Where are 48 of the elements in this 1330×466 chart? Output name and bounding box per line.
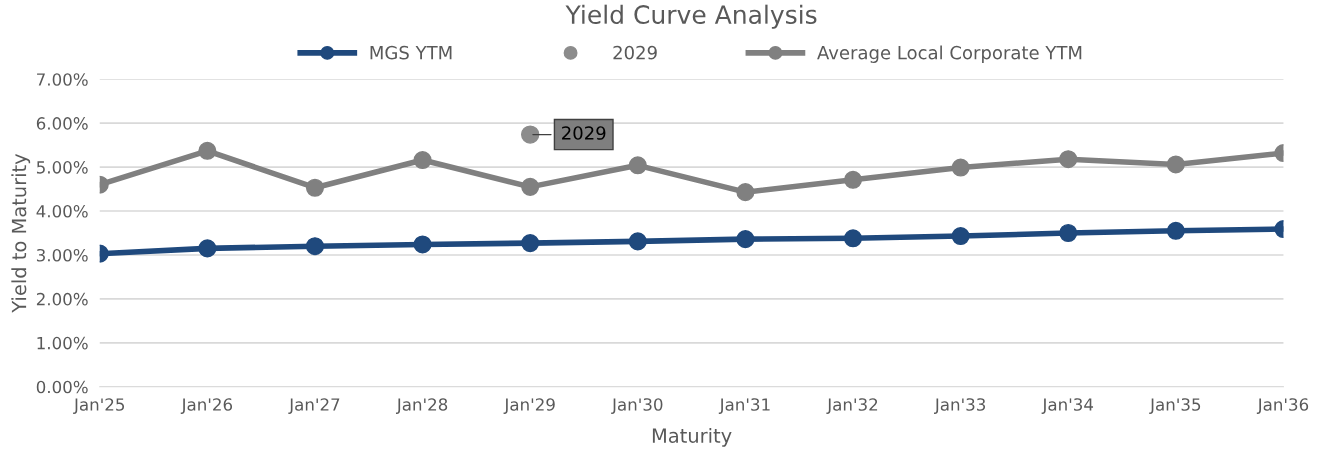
y-tick-label: 0.00% <box>36 380 88 394</box>
point <box>1166 221 1185 240</box>
point <box>198 239 217 258</box>
point <box>951 227 970 246</box>
y-tick-label: 4.00% <box>36 204 88 218</box>
legend-label: 2029 <box>613 45 657 60</box>
y-tick-label: 1.00% <box>37 336 88 350</box>
legend-label: Average Local Corporate YTM <box>817 45 1082 63</box>
point <box>628 156 647 175</box>
annotation: 2029 <box>562 126 606 140</box>
y-tick-label: 3.00% <box>36 248 88 262</box>
point <box>1059 150 1078 169</box>
point <box>521 234 540 253</box>
point <box>843 229 863 248</box>
x-tick-label: Jan'33 <box>934 398 986 414</box>
point <box>1166 155 1185 174</box>
x-tick-label: Jan'32 <box>826 398 878 414</box>
point <box>305 178 324 197</box>
x-tick-label: Jan'34 <box>1041 398 1094 414</box>
point <box>843 170 863 189</box>
chart-title: Yield Curve Analysis <box>565 4 817 29</box>
x-tick-label: Jan'31 <box>718 398 770 414</box>
point <box>1059 223 1078 243</box>
x-tick-label: Jan'36 <box>1256 398 1309 414</box>
x-tick-label: Jan'30 <box>611 398 663 414</box>
x-tick-label: Jan'25 <box>73 398 125 414</box>
x-tick-label: Jan'35 <box>1149 398 1201 414</box>
y-tick-label: 2.00% <box>36 292 88 306</box>
point <box>951 158 970 177</box>
point <box>628 232 647 251</box>
x-tick-label: Jan'28 <box>395 398 448 414</box>
y-tick-label: 7.00% <box>37 73 88 86</box>
legend-label: MGS YTM <box>370 45 452 60</box>
y-axis-title: Yield to Maturity <box>11 153 31 313</box>
point <box>413 151 432 170</box>
point <box>413 235 432 254</box>
point <box>305 237 324 256</box>
point <box>736 230 755 249</box>
point <box>736 183 755 202</box>
point <box>520 125 540 144</box>
x-tick-label: Jan'27 <box>288 398 340 414</box>
point <box>198 141 217 160</box>
x-axis-title: Maturity <box>652 427 732 447</box>
y-tick-label: 6.00% <box>36 117 88 130</box>
x-tick-label: Jan'26 <box>180 398 233 414</box>
point <box>521 177 540 196</box>
x-tick-label: Jan'29 <box>503 398 555 414</box>
y-tick-label: 5.00% <box>36 161 88 174</box>
